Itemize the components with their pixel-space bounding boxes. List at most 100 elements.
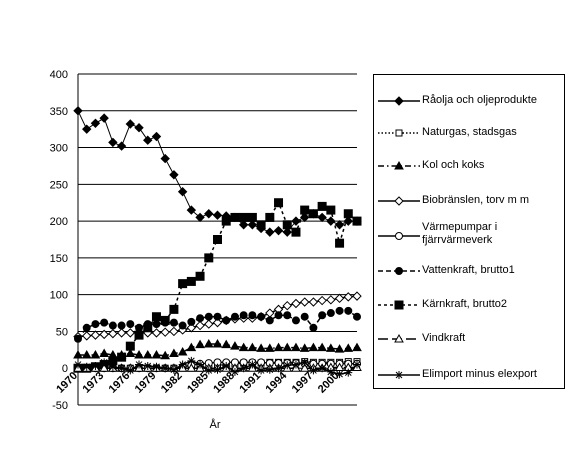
marker xyxy=(334,220,345,230)
marker xyxy=(257,312,266,321)
marker xyxy=(317,212,327,223)
marker xyxy=(125,348,136,358)
y-tick-label: 0 xyxy=(62,363,68,375)
marker xyxy=(143,362,152,371)
marker xyxy=(99,329,109,340)
marker xyxy=(169,348,179,358)
marker xyxy=(213,365,222,374)
marker xyxy=(117,364,126,373)
marker xyxy=(283,361,292,370)
marker xyxy=(195,212,205,223)
marker xyxy=(394,300,404,310)
marker xyxy=(344,368,353,377)
marker xyxy=(169,365,178,374)
y-tick-label: 100 xyxy=(50,290,68,302)
marker xyxy=(299,363,310,372)
marker xyxy=(100,358,109,367)
legend-symbol xyxy=(378,300,420,310)
marker xyxy=(108,321,117,330)
marker xyxy=(151,131,162,142)
marker xyxy=(160,315,170,325)
marker xyxy=(169,318,178,327)
legend-label: Råolja och oljeprodukte xyxy=(422,94,537,106)
marker xyxy=(300,358,309,367)
marker xyxy=(151,349,162,359)
marker xyxy=(317,295,327,306)
legend-item: Värmepumpar i fjärrvärmeverk xyxy=(374,220,564,252)
marker xyxy=(204,366,213,375)
marker xyxy=(169,304,179,314)
marker xyxy=(247,212,257,222)
y-tick-label: 300 xyxy=(50,143,68,155)
marker xyxy=(343,209,353,219)
legend-item: Vattenkraft, brutto1 xyxy=(374,255,564,287)
marker xyxy=(212,210,223,220)
marker xyxy=(160,350,171,360)
marker xyxy=(117,321,126,330)
marker xyxy=(299,343,310,352)
marker xyxy=(265,316,274,325)
marker xyxy=(326,309,335,318)
marker xyxy=(325,343,336,352)
marker xyxy=(186,276,196,286)
marker xyxy=(108,328,118,339)
marker xyxy=(291,298,301,309)
marker xyxy=(274,364,283,373)
x-tick-label: 1997 xyxy=(290,370,316,396)
marker xyxy=(186,363,197,372)
legend-symbol xyxy=(378,129,420,137)
marker xyxy=(142,349,153,359)
x-tick-label: 1979 xyxy=(133,370,159,396)
marker xyxy=(126,320,135,329)
marker xyxy=(204,209,214,219)
marker xyxy=(395,267,403,275)
marker xyxy=(143,323,153,333)
legend-label: Vattenkraft, brutto1 xyxy=(422,264,515,276)
marker xyxy=(117,352,127,362)
marker xyxy=(187,356,196,365)
marker xyxy=(291,216,301,226)
y-tick-label: 400 xyxy=(50,69,68,81)
marker xyxy=(160,327,170,337)
x-tick-label: 1991 xyxy=(237,370,263,396)
marker xyxy=(90,349,101,359)
marker xyxy=(239,212,249,222)
marker xyxy=(334,293,345,304)
marker xyxy=(318,364,327,373)
marker xyxy=(257,366,266,375)
marker xyxy=(177,186,188,197)
marker xyxy=(204,319,214,329)
marker xyxy=(282,342,293,352)
marker xyxy=(177,325,188,335)
x-tick-label: 1994 xyxy=(264,369,290,395)
marker xyxy=(291,360,300,369)
legend-item: Biobränslen, torv m m xyxy=(374,185,564,217)
marker xyxy=(187,317,196,326)
marker xyxy=(212,338,223,348)
marker xyxy=(108,362,117,371)
legend-item: Kol och koks xyxy=(374,150,564,182)
marker xyxy=(283,311,292,320)
marker xyxy=(334,344,345,353)
marker xyxy=(177,347,188,356)
marker xyxy=(282,227,292,237)
legend-symbol xyxy=(378,96,420,106)
marker xyxy=(352,342,362,352)
legend-label: Kärnkraft, brutto2 xyxy=(422,298,507,310)
y-tick-label: -50 xyxy=(52,400,68,412)
legend-symbol xyxy=(378,267,420,275)
marker xyxy=(395,371,403,379)
marker xyxy=(108,137,118,148)
marker xyxy=(394,196,404,206)
legend: Råolja och oljeprodukte Naturgas, stadsga… xyxy=(373,74,565,389)
marker xyxy=(326,367,335,376)
marker xyxy=(81,349,92,359)
marker xyxy=(134,330,144,340)
marker xyxy=(265,308,275,318)
legend-label: Biobränslen, torv m m xyxy=(422,194,529,206)
marker xyxy=(116,141,127,151)
marker xyxy=(178,321,187,330)
marker xyxy=(169,326,179,337)
marker xyxy=(308,342,319,352)
